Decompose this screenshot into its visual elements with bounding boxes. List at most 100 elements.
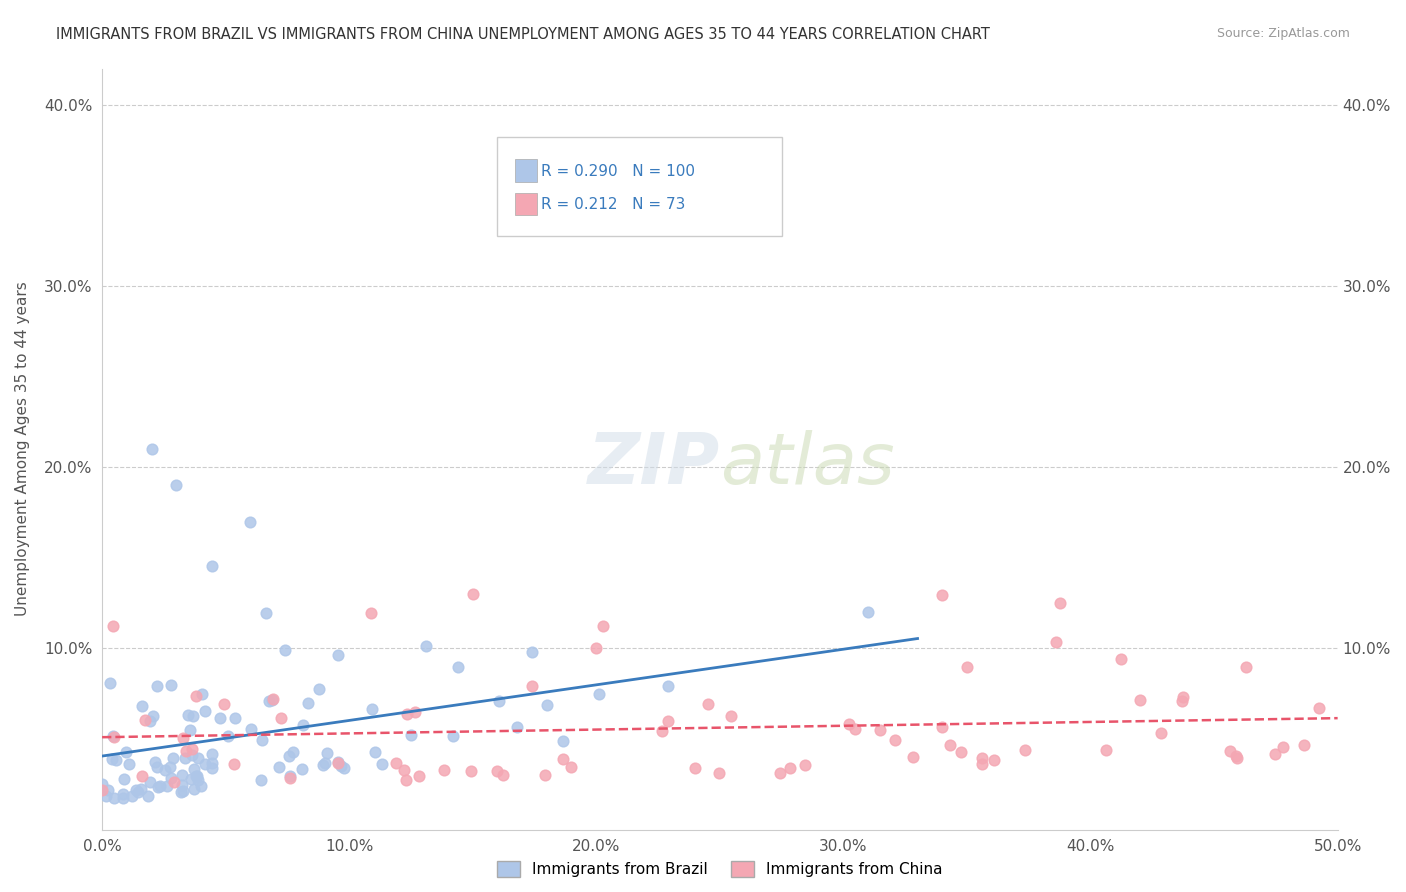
- Point: [170, 779, 193, 793]
- Point: [194, 757, 217, 772]
- Point: [371, 757, 394, 772]
- Point: [184, 689, 207, 703]
- Point: [186, 769, 208, 783]
- Point: [270, 711, 292, 725]
- Point: [159, 772, 181, 786]
- Point: [488, 694, 510, 708]
- Point: [394, 773, 416, 788]
- Point: [931, 588, 953, 602]
- Point: [201, 761, 224, 775]
- Point: [856, 605, 879, 619]
- Point: [222, 757, 245, 772]
- Point: [972, 750, 994, 764]
- Point: [250, 772, 273, 787]
- Text: ZIP: ZIP: [588, 430, 720, 499]
- Point: [180, 772, 202, 786]
- Point: [180, 747, 202, 762]
- Point: [94, 789, 117, 803]
- Text: R = 0.212   N = 73: R = 0.212 N = 73: [541, 196, 685, 211]
- Point: [1049, 596, 1071, 610]
- Point: [415, 639, 437, 653]
- Point: [146, 679, 169, 693]
- Point: [1219, 744, 1241, 758]
- Point: [103, 730, 125, 744]
- Point: [257, 694, 280, 708]
- Point: [224, 711, 246, 725]
- Point: [262, 691, 284, 706]
- FancyBboxPatch shape: [515, 193, 537, 216]
- Point: [179, 723, 201, 738]
- Point: [146, 760, 169, 774]
- Point: [191, 688, 214, 702]
- Point: [308, 682, 330, 697]
- Point: [170, 768, 193, 782]
- Point: [551, 752, 574, 766]
- Point: [779, 761, 801, 775]
- Point: [956, 659, 979, 673]
- Point: [332, 761, 354, 775]
- Point: [112, 772, 135, 787]
- Point: [134, 713, 156, 727]
- Point: [447, 660, 470, 674]
- Point: [939, 738, 962, 752]
- Point: [506, 720, 529, 734]
- Point: [181, 742, 204, 756]
- Point: [112, 791, 135, 805]
- Point: [281, 745, 304, 759]
- Text: Source: ZipAtlas.com: Source: ZipAtlas.com: [1216, 27, 1350, 40]
- Point: [91, 777, 114, 791]
- Point: [361, 702, 384, 716]
- Point: [274, 643, 297, 657]
- Point: [297, 696, 319, 710]
- Point: [950, 745, 973, 759]
- Point: [1271, 740, 1294, 755]
- Point: [1225, 748, 1247, 763]
- Point: [1109, 652, 1132, 666]
- Point: [125, 782, 148, 797]
- Point: [536, 698, 558, 712]
- Point: [560, 760, 582, 774]
- Point: [121, 789, 143, 803]
- Point: [208, 711, 231, 725]
- Point: [1150, 726, 1173, 740]
- Point: [553, 734, 575, 748]
- Point: [183, 762, 205, 776]
- Point: [91, 783, 114, 797]
- Point: [165, 478, 187, 492]
- Text: atlas: atlas: [720, 430, 894, 499]
- Point: [105, 753, 128, 767]
- Point: [138, 789, 160, 803]
- Point: [1226, 751, 1249, 765]
- Point: [291, 718, 314, 732]
- Point: [201, 558, 224, 573]
- Point: [187, 751, 209, 765]
- Point: [129, 781, 152, 796]
- Point: [278, 772, 301, 786]
- Point: [315, 746, 337, 760]
- Point: [657, 714, 679, 728]
- Point: [931, 720, 953, 734]
- Point: [651, 724, 673, 739]
- Point: [1171, 690, 1194, 704]
- Point: [433, 764, 456, 778]
- Point: [118, 757, 141, 772]
- Point: [1095, 743, 1118, 757]
- Point: [657, 679, 679, 693]
- Point: [983, 753, 1005, 767]
- Point: [190, 779, 212, 793]
- Legend: Immigrants from Brazil, Immigrants from China: Immigrants from Brazil, Immigrants from …: [491, 855, 949, 883]
- Point: [111, 787, 134, 801]
- Point: [585, 641, 607, 656]
- Point: [1045, 635, 1067, 649]
- Point: [291, 762, 314, 776]
- Point: [330, 759, 353, 773]
- Point: [183, 781, 205, 796]
- Point: [267, 759, 290, 773]
- Point: [114, 745, 136, 759]
- Point: [141, 442, 163, 456]
- Point: [970, 756, 993, 771]
- Point: [522, 645, 544, 659]
- Point: [901, 749, 924, 764]
- Point: [720, 708, 742, 723]
- Point: [172, 731, 194, 745]
